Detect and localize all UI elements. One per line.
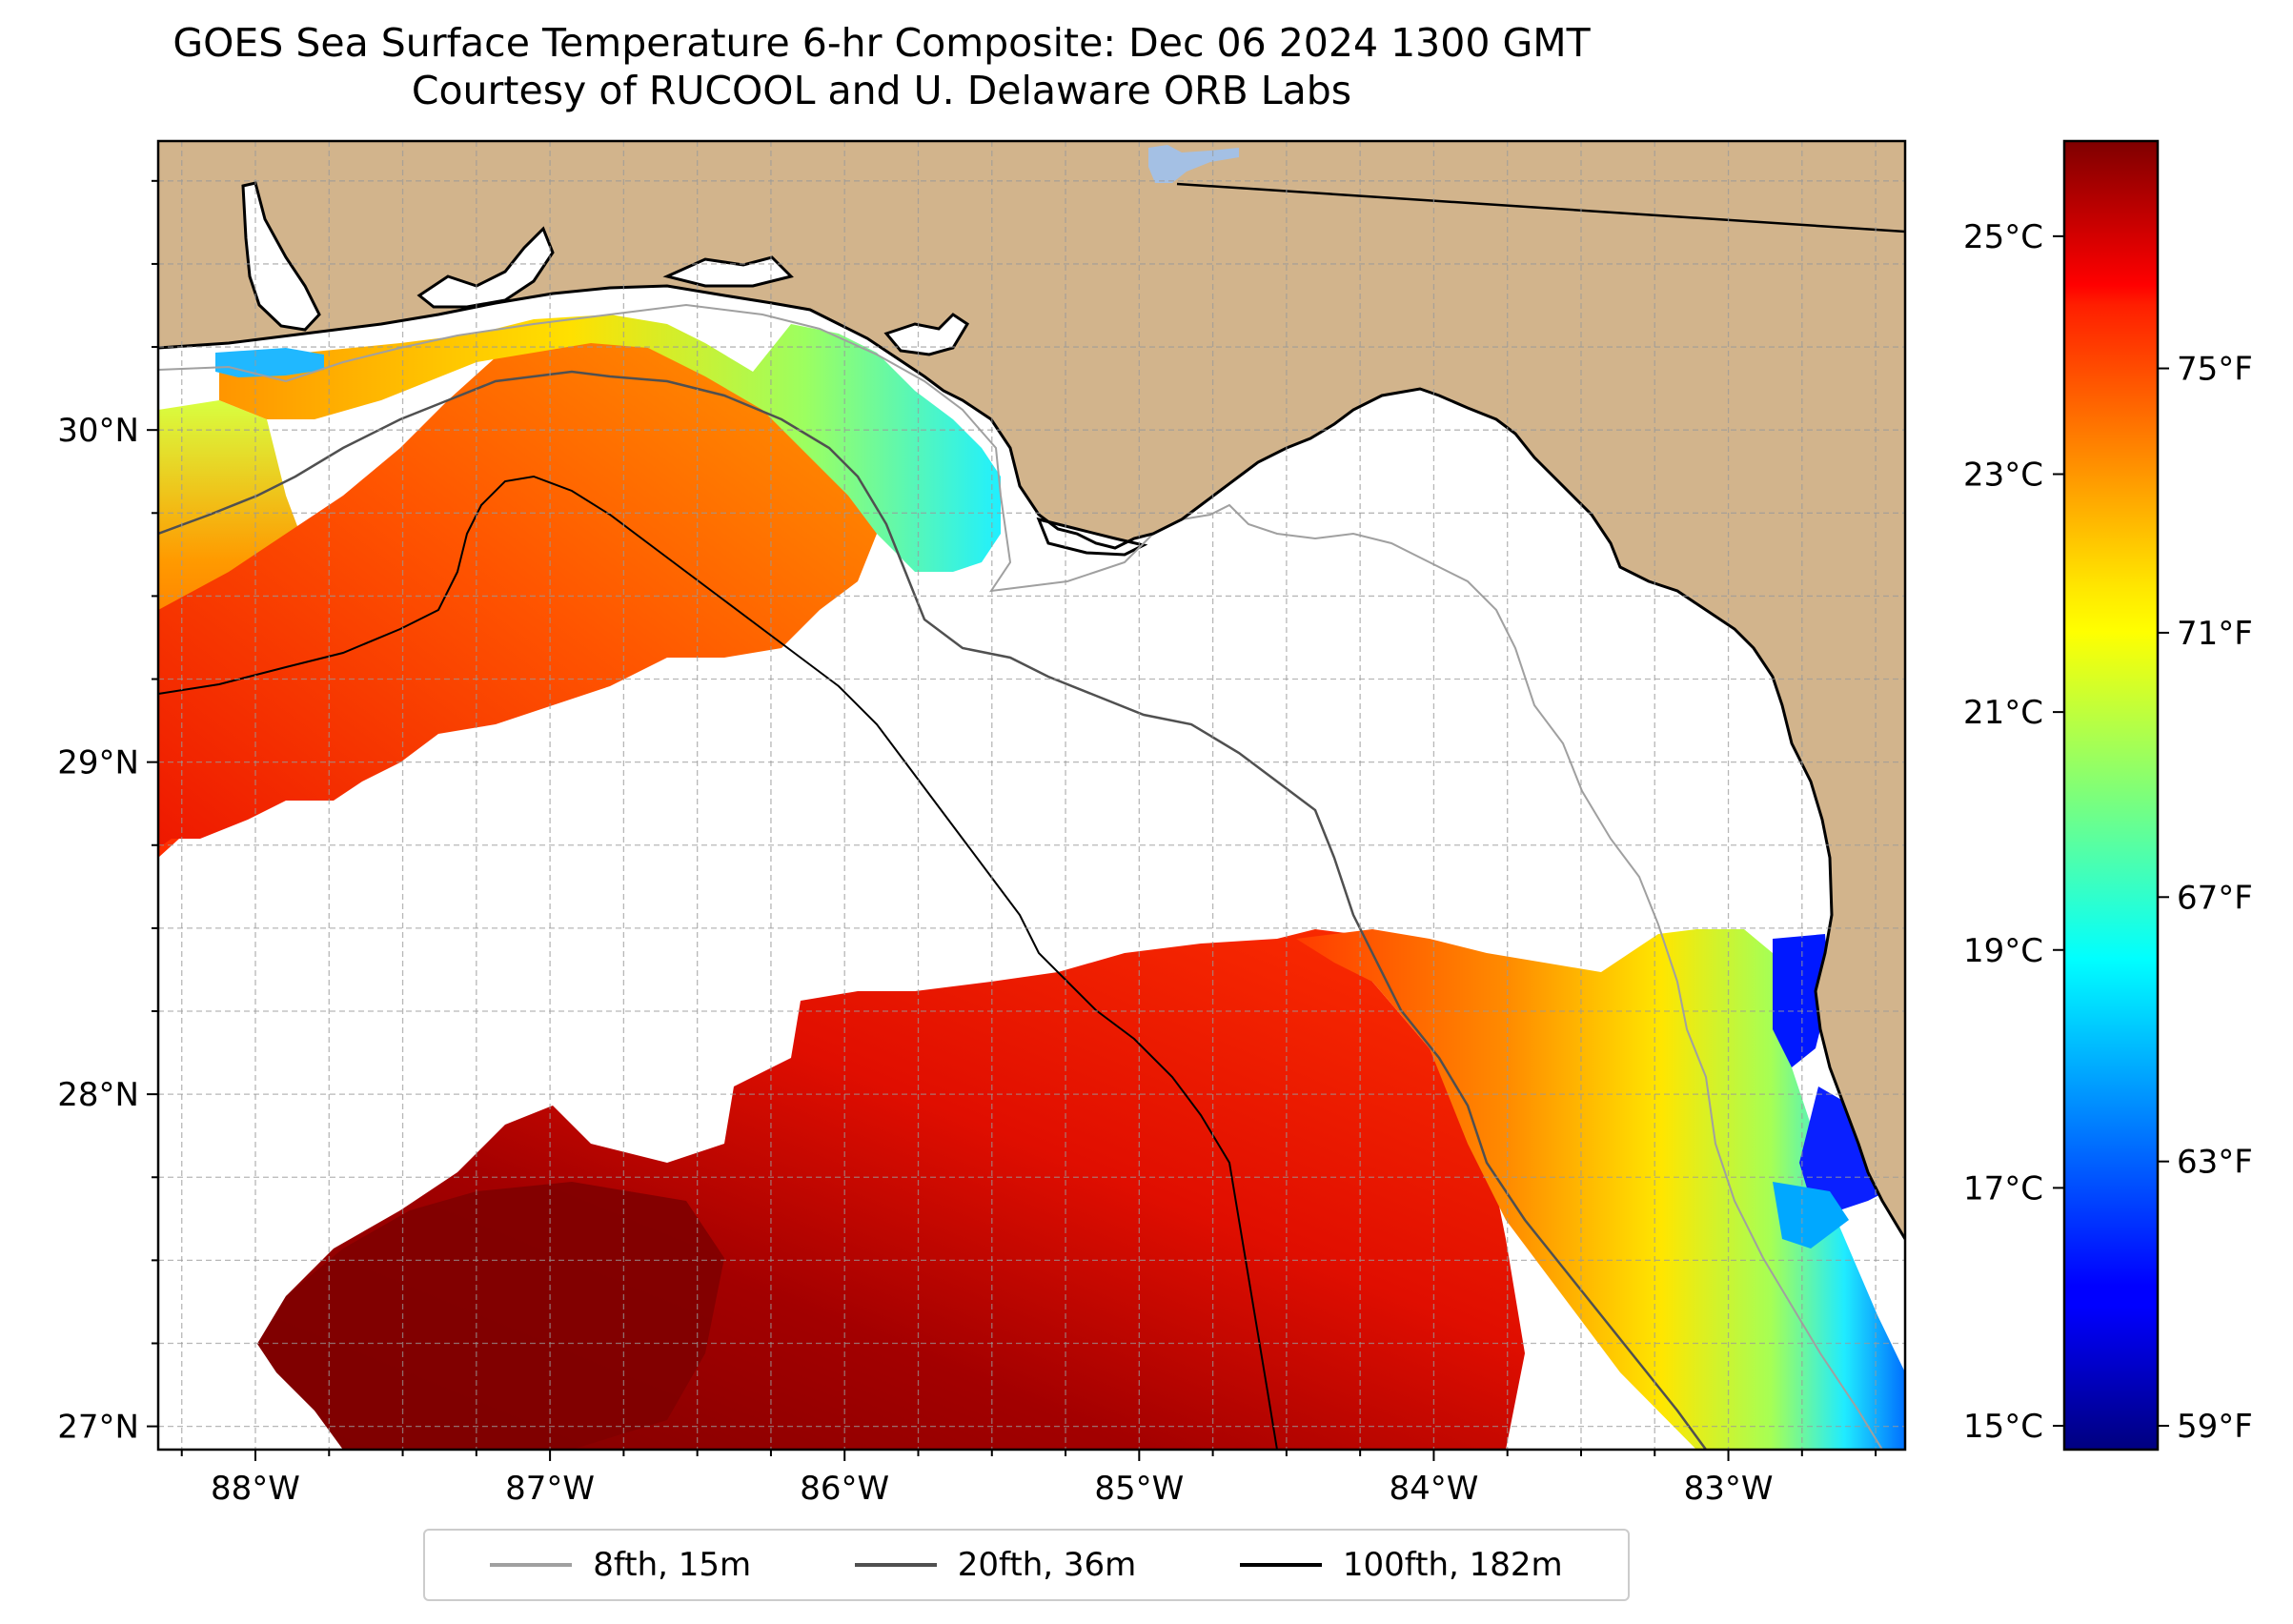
st-andrew-bay xyxy=(883,313,970,356)
map-gridlines xyxy=(158,141,1905,1450)
sst-darkred-core xyxy=(257,1182,724,1450)
map-axes: 88°W 87°W 86°W 85°W 84°W 83°W 27°N 28°N 29°N 30°N xyxy=(57,179,1877,1508)
y-tick-label: 30°N xyxy=(57,412,139,450)
title-line-2: Courtesy of RUCOOL and U. Delaware ORB L… xyxy=(411,68,1352,113)
celsius-tick-label: 25°C xyxy=(1963,218,2043,256)
legend-item-20fth: 20fth, 36m xyxy=(854,1546,1137,1584)
figure-title: GOES Sea Surface Temperature 6-hr Compos… xyxy=(0,19,1763,114)
legend-item-8fth: 8fth, 15m xyxy=(490,1546,751,1584)
y-tick-label: 28°N xyxy=(57,1076,139,1114)
sst-tampa-cyan-patch xyxy=(1773,1182,1849,1248)
x-tick-label: 88°W xyxy=(211,1470,300,1508)
state-boundary-line xyxy=(1176,182,1905,233)
isobath-36m xyxy=(158,370,1708,1450)
title-line-1: GOES Sea Surface Temperature 6-hr Compos… xyxy=(172,20,1591,66)
legend-swatch-20fth xyxy=(854,1563,937,1567)
legend-item-100fth: 100fth, 182m xyxy=(1239,1546,1563,1584)
x-tick-label: 87°W xyxy=(505,1470,595,1508)
sst-coastal-band xyxy=(219,315,1001,572)
fahrenheit-tick-label: 75°F xyxy=(2177,351,2253,389)
legend-swatch-100fth xyxy=(1239,1563,1322,1567)
celsius-tick-label: 15°C xyxy=(1963,1408,2043,1446)
colorbar-ticks: 15°C 17°C 19°C 21°C 23°C 25°C 59°F 63°F 67°F 71°F… xyxy=(1963,218,2253,1446)
mobile-bay xyxy=(241,181,321,332)
sst-east-shelf-gradient xyxy=(1296,929,1905,1450)
map-data-layer xyxy=(158,141,1905,1450)
fahrenheit-tick-label: 63°F xyxy=(2177,1144,2253,1182)
fahrenheit-tick-label: 71°F xyxy=(2177,615,2253,653)
legend-label-100fth: 100fth, 182m xyxy=(1342,1546,1563,1584)
isobath-15m xyxy=(158,303,1883,1450)
legend-label-8fth: 8fth, 15m xyxy=(593,1546,752,1584)
x-tick-label: 84°W xyxy=(1389,1470,1478,1508)
x-tick-label: 85°W xyxy=(1094,1470,1184,1508)
x-tick-label: 86°W xyxy=(800,1470,889,1508)
isobath-182m xyxy=(158,475,1278,1450)
pensacola-bay xyxy=(416,226,555,309)
fahrenheit-tick-label: 67°F xyxy=(2177,879,2253,917)
map-frame xyxy=(156,139,1907,1451)
lake xyxy=(1148,145,1239,183)
celsius-tick-label: 21°C xyxy=(1963,694,2043,732)
x-tick-label: 83°W xyxy=(1684,1470,1774,1508)
sst-tampa-bay-cold xyxy=(1773,934,1830,1067)
land-north xyxy=(158,141,1905,1239)
legend-label-20fth: 20fth, 36m xyxy=(957,1546,1137,1584)
fahrenheit-tick-label: 59°F xyxy=(2177,1408,2253,1446)
coastline xyxy=(158,284,1905,1240)
celsius-tick-label: 17°C xyxy=(1963,1169,2043,1208)
celsius-tick-label: 19°C xyxy=(1963,932,2043,970)
y-tick-label: 27°N xyxy=(57,1409,139,1447)
y-tick-label: 29°N xyxy=(57,744,139,782)
celsius-tick-label: 23°C xyxy=(1963,456,2043,494)
legend-swatch-8fth xyxy=(490,1563,573,1567)
isobath-legend: 8fth, 15m 20fth, 36m 100fth, 182m xyxy=(423,1529,1630,1601)
colorbar-gradient xyxy=(2062,139,2160,1451)
